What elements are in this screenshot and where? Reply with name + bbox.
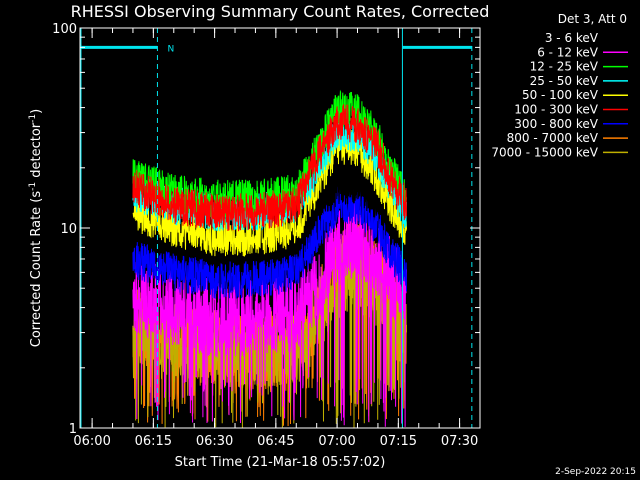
y-axis-label-sup2: -1 — [28, 114, 38, 123]
render-timestamp: 2-Sep-2022 20:15 — [555, 467, 636, 477]
chart-title: RHESSI Observing Summary Count Rates, Co… — [71, 2, 490, 21]
x-tick-label: 06:30 — [196, 434, 233, 449]
legend-label: 12 - 25 keV — [530, 60, 599, 74]
y-tick-label: 10 — [60, 222, 77, 237]
legend-label: 6 - 12 keV — [537, 45, 599, 59]
legend-label: 100 - 300 keV — [514, 103, 598, 117]
x-tick-label: 06:00 — [73, 434, 110, 449]
axis-ticks: 06:00 06:15 06:30 06:45 07:00 07:15 07:30 1 10 10… — [52, 22, 481, 449]
y-axis-label: Corrected Count Rate (s-1 detector-1) — [28, 109, 44, 347]
series-trace-6-12-kev — [132, 199, 407, 427]
legend-label: 800 - 7000 keV — [507, 131, 599, 145]
y-axis-label-end: ) — [29, 109, 44, 114]
legend-label: 3 - 6 keV — [545, 31, 599, 45]
x-tick-label: 06:45 — [257, 434, 294, 449]
x-tick-label: 06:15 — [135, 434, 172, 449]
x-axis-label: Start Time (21-Mar-18 05:57:02) — [175, 455, 386, 470]
x-tick-label: 07:15 — [380, 434, 417, 449]
legend-label: 7000 - 15000 keV — [491, 145, 598, 159]
y-tick-label: 100 — [52, 22, 77, 37]
legend-label: 50 - 100 keV — [522, 88, 599, 102]
series-trace-100-300-kev — [132, 104, 407, 232]
series-trace-50-100-kev — [132, 129, 407, 257]
legend-label: 300 - 800 keV — [514, 117, 598, 131]
legend-header: Det 3, Att 0 — [558, 12, 627, 26]
x-tick-label: 07:30 — [441, 434, 478, 449]
series-trace-300-800-kev — [132, 186, 407, 299]
night-marker-label: N — [167, 44, 174, 54]
x-tick-label: 07:00 — [318, 434, 355, 449]
y-axis-label-mid: detector — [29, 122, 44, 182]
legend-label: 25 - 50 keV — [530, 74, 599, 88]
y-axis-label-sup1: -1 — [28, 182, 38, 191]
y-axis-label-main: Corrected Count Rate (s — [29, 191, 44, 348]
series-layer — [132, 89, 407, 428]
y-tick-label: 1 — [69, 422, 77, 437]
